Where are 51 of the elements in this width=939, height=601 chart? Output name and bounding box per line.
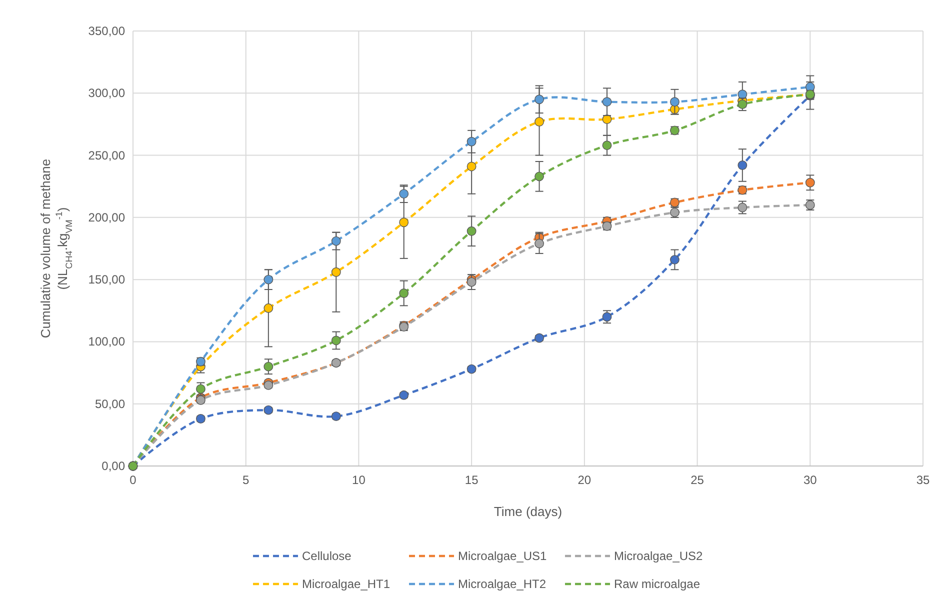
point — [264, 303, 274, 313]
y-tick-label: 150,00 — [88, 272, 126, 287]
x-tick-label: 25 — [690, 473, 704, 487]
point — [399, 218, 409, 228]
point — [670, 208, 680, 218]
point — [466, 277, 476, 287]
x-tick-label: 20 — [578, 473, 592, 487]
x-tick-label: 35 — [916, 473, 930, 487]
x-tick-label: 0 — [130, 473, 137, 487]
point — [534, 117, 544, 126]
point — [738, 90, 748, 100]
y-tick-label: 200,00 — [88, 210, 126, 224]
point — [264, 362, 274, 372]
legend-label: Microalgae_US1 — [458, 549, 548, 563]
y-tick-label: 300,00 — [88, 86, 126, 100]
point — [670, 254, 680, 264]
point — [331, 267, 341, 277]
legend-label: Microalgae_US2 — [614, 549, 704, 563]
point — [534, 172, 544, 182]
point — [602, 114, 612, 124]
point — [466, 136, 476, 146]
x-tick-label: 10 — [352, 473, 366, 487]
point — [738, 100, 748, 110]
point — [738, 202, 748, 212]
x-tick-label: 15 — [464, 473, 479, 487]
point — [399, 288, 409, 298]
point — [805, 178, 815, 188]
y-tick-label: 250,00 — [88, 148, 126, 162]
point — [466, 162, 476, 172]
point — [602, 140, 612, 150]
point — [602, 97, 612, 107]
x-tick-label: 30 — [803, 473, 818, 487]
point — [331, 236, 341, 246]
legend-label: Raw microalgae — [614, 577, 700, 591]
point — [264, 274, 274, 284]
x-axis-title: Time (days) — [494, 504, 562, 519]
point — [331, 336, 341, 346]
point — [534, 238, 544, 248]
point — [399, 189, 409, 199]
legend-label: Microalgae_HT2 — [458, 577, 546, 591]
point — [466, 226, 476, 236]
point — [670, 97, 680, 107]
y-tick-label: 350,00 — [88, 24, 126, 38]
x-tick-label: 5 — [242, 473, 250, 487]
point — [738, 160, 748, 170]
legend-label: Cellulose — [302, 549, 352, 563]
y-tick-label: 0,00 — [102, 459, 126, 473]
y-tick-label: 50,00 — [94, 396, 126, 411]
y-tick-label: 100,00 — [88, 334, 126, 349]
legend-label: Microalgae_HT1 — [302, 577, 390, 591]
point — [534, 94, 544, 104]
